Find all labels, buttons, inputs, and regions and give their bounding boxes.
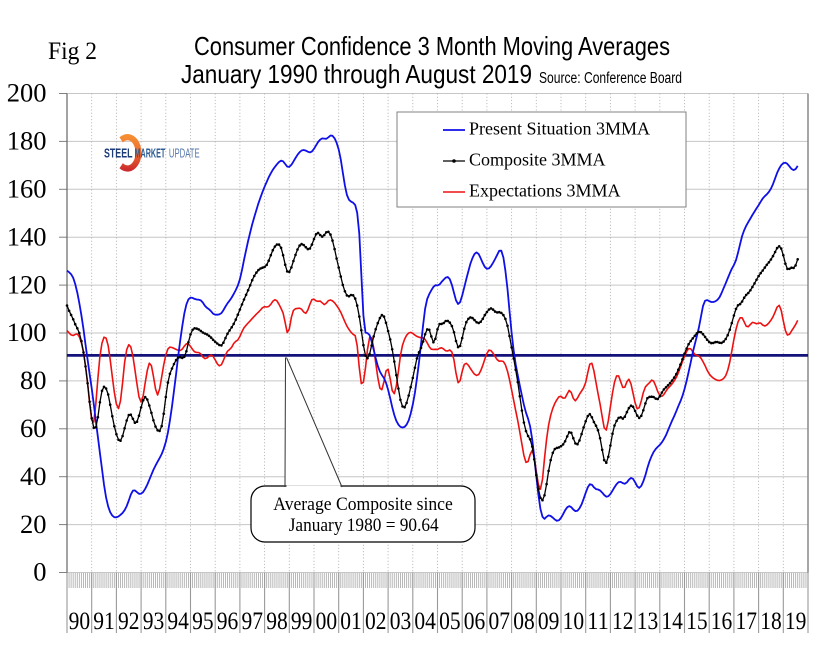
svg-text:91: 91: [93, 608, 115, 635]
svg-text:01: 01: [340, 608, 362, 635]
svg-text:05: 05: [439, 608, 461, 635]
svg-text:11: 11: [587, 608, 609, 635]
svg-text:UPDATE: UPDATE: [169, 146, 200, 160]
svg-text:06: 06: [464, 608, 486, 635]
svg-text:96: 96: [217, 608, 239, 635]
svg-text:January 1980 = 90.64: January 1980 = 90.64: [289, 516, 439, 536]
svg-text:16: 16: [711, 608, 733, 635]
svg-text:Composite 3MMA: Composite 3MMA: [469, 150, 606, 170]
svg-text:19: 19: [785, 608, 807, 635]
svg-text:120: 120: [7, 269, 47, 299]
svg-text:20: 20: [20, 509, 47, 539]
svg-text:18: 18: [760, 608, 782, 635]
svg-text:Average Composite since: Average Composite since: [273, 495, 453, 515]
svg-text:Expectations 3MMA: Expectations 3MMA: [469, 181, 620, 201]
svg-text:97: 97: [242, 608, 264, 635]
svg-text:160: 160: [7, 174, 47, 204]
svg-text:94: 94: [167, 608, 189, 635]
svg-text:14: 14: [661, 608, 683, 635]
svg-text:04: 04: [414, 608, 436, 635]
svg-text:07: 07: [489, 608, 511, 635]
svg-text:January 1990 through August 20: January 1990 through August 2019: [181, 59, 532, 89]
svg-text:40: 40: [20, 461, 47, 491]
svg-text:180: 180: [7, 126, 47, 156]
svg-text:99: 99: [291, 608, 313, 635]
svg-text:08: 08: [513, 608, 535, 635]
svg-text:13: 13: [637, 608, 659, 635]
svg-text:Present Situation 3MMA: Present Situation 3MMA: [469, 119, 650, 139]
svg-text:STEEL: STEEL: [104, 146, 133, 160]
svg-text:92: 92: [118, 608, 140, 635]
svg-text:02: 02: [365, 608, 387, 635]
svg-text:09: 09: [538, 608, 560, 635]
svg-text:0: 0: [33, 557, 46, 587]
svg-text:10: 10: [563, 608, 585, 635]
svg-text:12: 12: [612, 608, 634, 635]
svg-text:95: 95: [192, 608, 214, 635]
svg-text:100: 100: [7, 317, 47, 347]
svg-text:60: 60: [20, 413, 47, 443]
svg-text:Consumer Confidence 3 Month Mo: Consumer Confidence 3 Month Moving Avera…: [194, 31, 670, 61]
svg-text:98: 98: [266, 608, 288, 635]
svg-text:140: 140: [7, 221, 47, 251]
svg-text:90: 90: [69, 608, 91, 635]
svg-text:00: 00: [316, 608, 338, 635]
svg-text:Fig 2: Fig 2: [48, 38, 97, 65]
svg-text:Source: Conference Board: Source: Conference Board: [539, 70, 682, 87]
svg-text:03: 03: [390, 608, 412, 635]
svg-text:93: 93: [143, 608, 165, 635]
svg-text:80: 80: [20, 365, 47, 395]
svg-text:200: 200: [7, 78, 47, 108]
svg-text:15: 15: [686, 608, 708, 635]
svg-text:MARKET: MARKET: [135, 146, 166, 160]
svg-text:17: 17: [736, 608, 758, 635]
